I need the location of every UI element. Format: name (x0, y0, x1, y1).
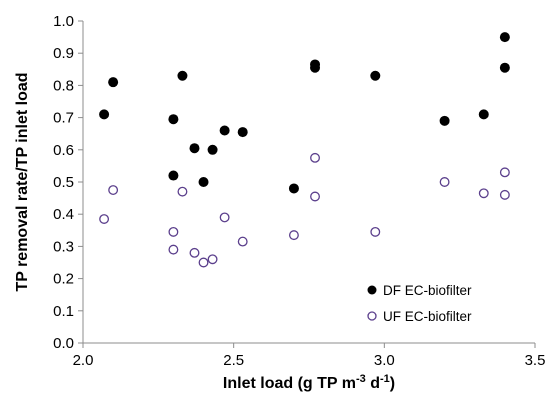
x-tick-label: 2.5 (223, 352, 244, 369)
data-point-df (198, 177, 209, 187)
data-point-df (237, 127, 248, 138)
x-axis-title: Inlet load (g TP m-3 d-1) (223, 373, 395, 392)
data-point-df (219, 125, 230, 136)
x-tick-label: 2.0 (73, 352, 94, 369)
y-tick-label: 0.8 (53, 77, 74, 94)
data-point-df (310, 62, 321, 73)
y-ticks: 0.0 0.1 0.2 0.3 0.4 0.5 0.6 0.7 0.8 0.9 1.0 (53, 13, 83, 352)
x-tick-label: 3.0 (374, 352, 395, 369)
y-tick-label: 0.9 (53, 45, 74, 62)
y-tick-label: 0.6 (53, 142, 74, 159)
data-point-df (168, 114, 179, 125)
legend-label-uf: UF EC-biofilter (383, 309, 472, 324)
y-tick-label: 0.0 (53, 335, 74, 352)
legend-label-df: DF EC-biofilter (383, 283, 472, 298)
data-point-uf (189, 247, 200, 258)
data-point-uf (207, 254, 218, 265)
data-point-df (288, 183, 299, 194)
x-axis-title-sup1: -3 (356, 373, 366, 385)
series-uf-points (99, 152, 510, 268)
data-point-uf (219, 212, 230, 223)
data-point-uf (499, 167, 510, 178)
y-tick-label: 0.1 (53, 303, 74, 320)
y-tick-label: 1.0 (53, 13, 74, 30)
data-point-uf (310, 191, 320, 202)
data-point-df (108, 77, 119, 88)
data-point-uf (310, 152, 320, 163)
data-point-uf (478, 188, 489, 199)
series-df-points (99, 32, 510, 194)
x-axis-title-end: ) (390, 375, 395, 392)
data-point-uf (237, 236, 248, 247)
data-point-df (370, 70, 381, 81)
y-tick-label: 0.5 (53, 174, 74, 191)
data-point-df (439, 115, 450, 126)
data-point-df (189, 143, 200, 154)
data-point-uf (108, 185, 119, 196)
data-point-uf (168, 226, 179, 237)
legend: DF EC-biofilter UF EC-biofilter (367, 283, 472, 324)
legend-marker-df (367, 285, 377, 295)
data-point-uf (198, 257, 209, 268)
data-point-df (499, 32, 510, 43)
legend-marker-uf (367, 311, 377, 321)
x-ticks: 2.0 2.5 3.0 3.5 (73, 343, 546, 369)
data-point-uf (370, 226, 381, 237)
data-point-df (177, 70, 188, 81)
y-tick-label: 0.7 (53, 110, 74, 127)
data-point-df (478, 109, 489, 120)
y-tick-label: 0.3 (53, 238, 74, 255)
y-tick-label: 0.4 (53, 206, 74, 223)
data-point-uf (99, 214, 110, 224)
data-point-uf (177, 186, 188, 197)
data-point-df (207, 144, 218, 155)
y-tick-label: 0.2 (53, 271, 74, 288)
data-point-uf (499, 189, 510, 200)
data-point-uf (439, 177, 450, 187)
data-point-uf (288, 230, 299, 241)
x-tick-label: 3.5 (525, 352, 546, 369)
x-axis-title-mid: d (366, 375, 380, 392)
x-axis-title-sup2: -1 (380, 373, 390, 385)
data-point-uf (168, 244, 179, 255)
data-points (99, 32, 510, 268)
data-point-df (499, 62, 510, 73)
data-point-df (99, 109, 110, 120)
x-axis-title-base: Inlet load (g TP m (223, 375, 356, 392)
y-axis-title: TP removal rate/TP inlet load (14, 72, 31, 291)
data-point-df (168, 170, 179, 181)
